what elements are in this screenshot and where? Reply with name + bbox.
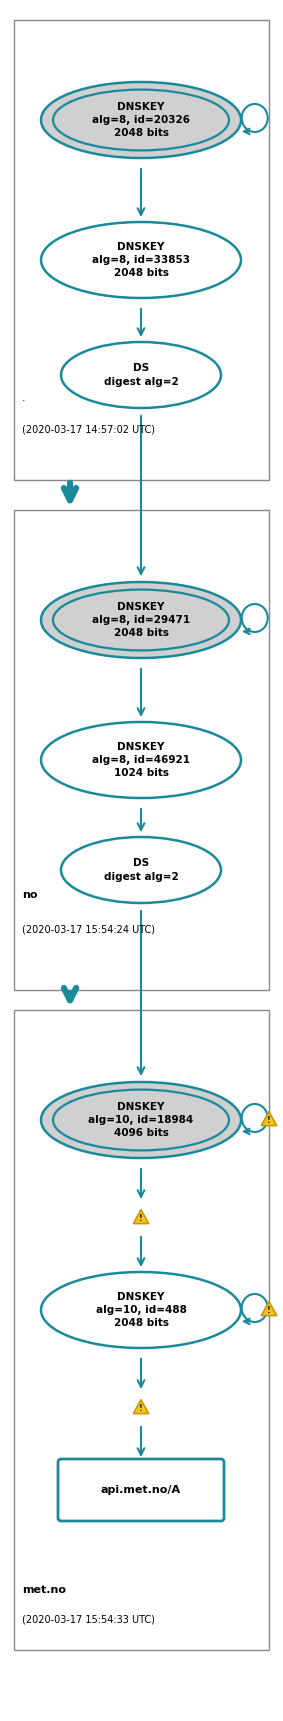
Polygon shape <box>261 1301 277 1315</box>
Polygon shape <box>261 1112 277 1126</box>
Ellipse shape <box>41 83 241 158</box>
Text: DNSKEY
alg=8, id=46921
1024 bits: DNSKEY alg=8, id=46921 1024 bits <box>92 742 190 778</box>
Text: !: ! <box>139 1215 143 1224</box>
Ellipse shape <box>61 836 221 904</box>
FancyBboxPatch shape <box>14 1010 269 1650</box>
Text: DNSKEY
alg=10, id=18984
4096 bits: DNSKEY alg=10, id=18984 4096 bits <box>88 1101 194 1138</box>
Ellipse shape <box>41 222 241 298</box>
Text: no: no <box>22 890 38 900</box>
Text: DNSKEY
alg=8, id=33853
2048 bits: DNSKEY alg=8, id=33853 2048 bits <box>92 241 190 279</box>
Polygon shape <box>133 1210 149 1224</box>
Ellipse shape <box>41 1272 241 1348</box>
FancyBboxPatch shape <box>14 21 269 480</box>
Text: met.no: met.no <box>22 1585 66 1595</box>
Text: DNSKEY
alg=10, id=488
2048 bits: DNSKEY alg=10, id=488 2048 bits <box>96 1292 186 1329</box>
Ellipse shape <box>61 342 221 408</box>
Ellipse shape <box>53 1089 229 1150</box>
FancyBboxPatch shape <box>58 1459 224 1521</box>
Text: (2020-03-17 15:54:24 UTC): (2020-03-17 15:54:24 UTC) <box>22 924 155 935</box>
Text: !: ! <box>267 1306 271 1315</box>
Ellipse shape <box>41 1083 241 1158</box>
Text: DS
digest alg=2: DS digest alg=2 <box>104 363 178 387</box>
Ellipse shape <box>53 89 229 150</box>
Text: !: ! <box>139 1404 143 1413</box>
Text: DS
digest alg=2: DS digest alg=2 <box>104 859 178 881</box>
Text: DNSKEY
alg=8, id=20326
2048 bits: DNSKEY alg=8, id=20326 2048 bits <box>92 102 190 138</box>
FancyBboxPatch shape <box>14 509 269 990</box>
Ellipse shape <box>41 723 241 799</box>
Text: !: ! <box>267 1117 271 1126</box>
Ellipse shape <box>41 582 241 657</box>
Polygon shape <box>133 1399 149 1413</box>
Text: api.met.no/A: api.met.no/A <box>101 1485 181 1496</box>
Text: (2020-03-17 15:54:33 UTC): (2020-03-17 15:54:33 UTC) <box>22 1614 155 1625</box>
Text: (2020-03-17 14:57:02 UTC): (2020-03-17 14:57:02 UTC) <box>22 425 155 435</box>
Text: .: . <box>22 392 26 403</box>
Text: DNSKEY
alg=8, id=29471
2048 bits: DNSKEY alg=8, id=29471 2048 bits <box>92 602 190 638</box>
Ellipse shape <box>53 590 229 651</box>
